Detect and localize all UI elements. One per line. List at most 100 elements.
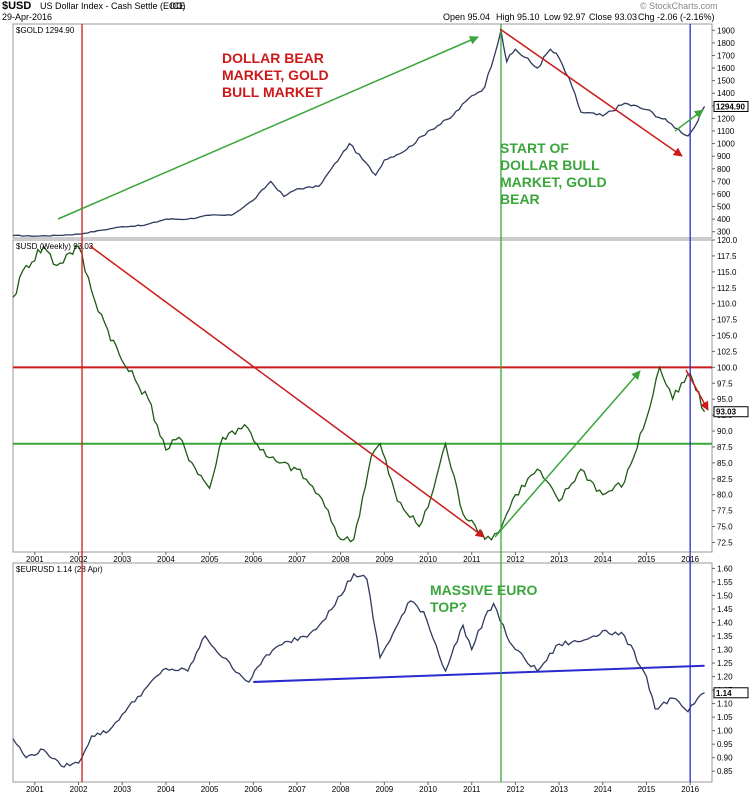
annotation-line: MARKET, GOLD <box>500 174 607 190</box>
gold-ytick-label: 1200 <box>717 114 735 123</box>
eurusd-ytick-label: 1.40 <box>717 618 733 627</box>
eurusd-ytick-label: 1.05 <box>717 713 733 722</box>
x-tick-label: 2003 <box>113 785 131 794</box>
eurusd-ytick-label: 1.55 <box>717 578 733 587</box>
gold-last-value-box <box>713 100 749 112</box>
annotation-line: TOP? <box>430 599 467 615</box>
usd-last-value-label: 93.03 <box>716 408 737 417</box>
gold-ytick-label: 600 <box>717 190 731 199</box>
eurusd-last-value-box <box>713 687 749 699</box>
usd-last-value-box <box>713 406 749 418</box>
gold-ytick-label: 1500 <box>717 77 735 86</box>
x-tick-label: 2011 <box>463 785 481 794</box>
x-tick-label: 2011 <box>463 555 481 564</box>
usd-price-line <box>12 245 706 543</box>
x-tick-label: 2014 <box>594 785 612 794</box>
usd-ytick-label: 80.0 <box>717 491 733 500</box>
usd-ytick-label: 90.0 <box>717 427 733 436</box>
eurusd-ytick-label: 1.60 <box>717 564 733 573</box>
x-tick-label: 2010 <box>419 555 437 564</box>
annotation-line: DOLLAR BEAR <box>222 50 324 66</box>
usd-ytick-label: 72.5 <box>717 538 733 547</box>
eurusd-ytick-label: 1.30 <box>717 646 733 655</box>
x-tick-label: 2013 <box>550 555 568 564</box>
gold-last-value-label: 1294.90 <box>716 102 745 111</box>
eurusd-ytick-label: 1.50 <box>717 591 733 600</box>
gold-ytick-label: 700 <box>717 177 731 186</box>
gold-ytick-label: 500 <box>717 203 731 212</box>
x-tick-label: 2015 <box>638 785 656 794</box>
x-tick-label: 2007 <box>288 785 306 794</box>
usd-drop-arrow <box>685 369 709 411</box>
eurusd-ytick-label: 1.00 <box>717 727 733 736</box>
x-tick-label: 2008 <box>332 785 350 794</box>
usd-ytick-label: 105.0 <box>717 332 738 341</box>
usd-ytick-label: 85.0 <box>717 459 733 468</box>
gold-ytick-label: 1900 <box>717 26 735 35</box>
gold-ytick-label: 800 <box>717 165 731 174</box>
x-tick-label: 2004 <box>157 555 175 564</box>
annotation-text: START OF DOLLAR BULL MARKET, GOLD BEAR <box>500 140 607 207</box>
x-tick-label: 2001 <box>26 785 44 794</box>
usd-ytick-label: 77.5 <box>717 507 733 516</box>
x-tick-label: 2008 <box>332 555 350 564</box>
gold-ytick-label: 1600 <box>717 64 735 73</box>
eurusd-ytick-label: 1.45 <box>717 605 733 614</box>
chart-date: 29-Apr-2016 <box>2 12 53 22</box>
x-tick-label: 2005 <box>201 785 219 794</box>
x-tick-label: 2007 <box>288 555 306 564</box>
usd-bull-arrow <box>494 370 641 538</box>
x-tick-label: 2002 <box>70 555 88 564</box>
usd-ytick-label: 120.0 <box>717 236 738 245</box>
usd-ytick-label: 97.5 <box>717 379 733 388</box>
gold-ytick-label: 900 <box>717 152 731 161</box>
gold-price-line <box>12 30 706 237</box>
x-tick-label: 2012 <box>507 785 525 794</box>
eurusd-ytick-label: 1.10 <box>717 700 733 709</box>
eurusd-ytick-label: 1.35 <box>717 632 733 641</box>
gold-panel-label: $GOLD 1294.90 <box>16 26 75 35</box>
annotation-text: DOLLAR BEAR MARKET, GOLD BULL MARKET <box>222 50 329 100</box>
annotation-line: MASSIVE EURO <box>430 582 537 598</box>
usd-ytick-label: 115.0 <box>717 268 737 277</box>
usd-ytick-label: 75.0 <box>717 523 733 532</box>
usd-ytick-label: 87.5 <box>717 443 733 452</box>
ohlc-low: Low 92.97 <box>544 12 586 22</box>
annotation-line: BEAR <box>500 191 540 207</box>
eurusd-price-line <box>12 572 705 768</box>
ohlc-high: High 95.10 <box>496 12 540 22</box>
x-tick-label: 2015 <box>638 555 656 564</box>
eurusd-ytick-label: 0.85 <box>717 767 733 776</box>
gold-ytick-label: 1000 <box>717 140 735 149</box>
annotation-line: START OF <box>500 140 569 156</box>
x-tick-label: 2009 <box>375 785 393 794</box>
usd-bear-arrow <box>89 245 485 538</box>
x-tick-label: 2004 <box>157 785 175 794</box>
usd-ytick-label: 95.0 <box>717 395 733 404</box>
usd-ytick-label: 82.5 <box>717 475 733 484</box>
usd-ytick-label: 117.5 <box>717 252 737 261</box>
gold-ytick-label: 1800 <box>717 39 735 48</box>
x-tick-label: 2016 <box>681 555 699 564</box>
eurusd-panel-frame <box>12 562 713 783</box>
x-tick-label: 2006 <box>244 785 262 794</box>
eurusd-last-value-label: 1.14 <box>716 689 732 698</box>
gold-bull-arrow <box>57 36 479 220</box>
usd-ytick-label: 110.0 <box>717 300 737 309</box>
gold-ytick-label: 1100 <box>717 127 735 136</box>
gold-ytick-label: 1400 <box>717 89 735 98</box>
gold-bear-arrow <box>499 28 683 157</box>
x-tick-label: 2005 <box>201 555 219 564</box>
ohlc-close: Close 93.03 <box>589 12 638 22</box>
x-tick-label: 2006 <box>244 555 262 564</box>
gold-ytick-label: 300 <box>717 228 731 237</box>
watermark: © StockCharts.com <box>640 1 718 11</box>
chart-symbol: $USD <box>2 0 32 12</box>
x-tick-label: 2002 <box>70 785 88 794</box>
x-tick-label: 2001 <box>26 555 44 564</box>
chart-description: US Dollar Index - Cash Settle (EOD) <box>40 1 186 11</box>
annotation-line: DOLLAR BULL <box>500 157 600 173</box>
eurusd-trendline <box>253 664 705 683</box>
x-tick-label: 2003 <box>113 555 131 564</box>
